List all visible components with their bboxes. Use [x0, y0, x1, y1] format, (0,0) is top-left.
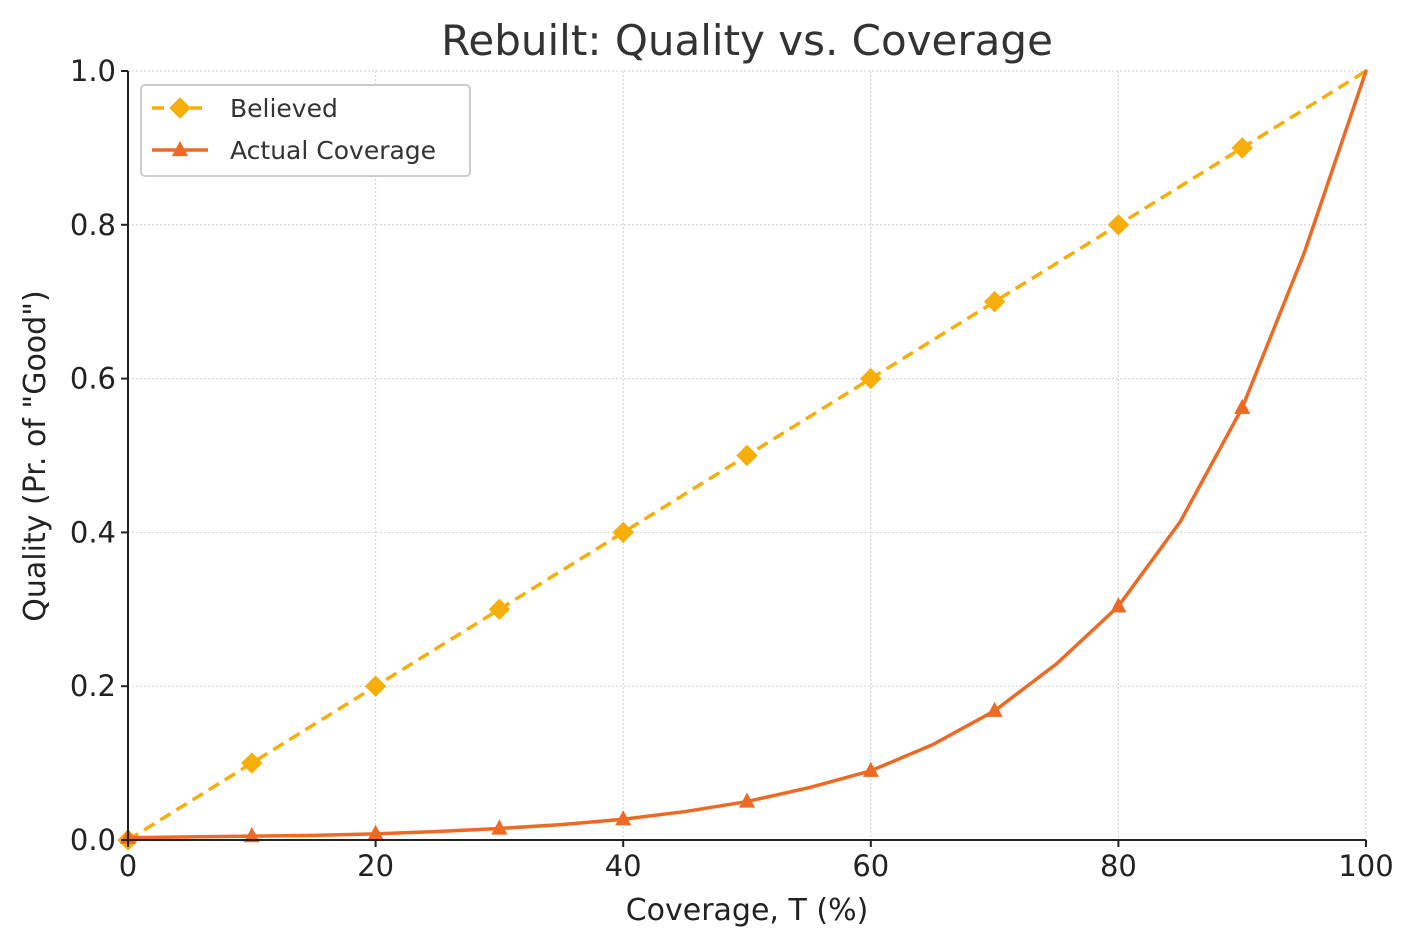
- x-tick-label: 0: [119, 849, 137, 883]
- data-point-believed: [488, 598, 511, 621]
- data-point-actual-coverage: [243, 827, 260, 843]
- data-point-actual-coverage: [491, 819, 508, 835]
- data-point-believed: [983, 290, 1006, 313]
- data-point-actual-coverage: [1110, 597, 1127, 613]
- data-point-believed: [241, 752, 263, 774]
- x-tick-label: 80: [1100, 849, 1137, 883]
- series-actual-coverage: [119, 69, 1368, 844]
- data-point-believed: [860, 367, 882, 390]
- x-axis-label: Coverage, T (%): [626, 893, 869, 928]
- data-point-believed: [612, 521, 634, 544]
- ticks: 0 20 40 60 80 100 0.0 0.2 0.4 0.6 0.8 1.0: [70, 54, 1394, 883]
- legend: Believed Actual Coverage: [140, 84, 471, 177]
- legend-symbol-actual-coverage: [152, 140, 208, 157]
- x-tick-label: 40: [605, 849, 642, 883]
- legend-symbol-believed: [152, 97, 208, 119]
- y-tick-label: 0.6: [70, 362, 116, 396]
- legend-marker: [171, 140, 189, 157]
- series-layer: [117, 69, 1368, 851]
- legend-label-believed: Believed: [230, 94, 338, 123]
- axes: [127, 71, 1366, 841]
- y-tick-label: 0.2: [70, 669, 116, 703]
- y-tick-label: 0.8: [70, 208, 116, 242]
- series-believed: [117, 69, 1367, 851]
- data-point-actual-coverage: [862, 761, 879, 777]
- data-point-actual-coverage: [986, 701, 1003, 717]
- y-tick-label: 0.4: [70, 515, 116, 549]
- x-tick-label: 60: [852, 849, 889, 883]
- data-point-believed: [364, 675, 387, 697]
- x-tick-label: 20: [357, 849, 394, 883]
- data-point-actual-coverage: [1234, 398, 1251, 414]
- y-tick-label: 1.0: [70, 54, 116, 88]
- chart-title: Rebuilt: Quality vs. Coverage: [441, 16, 1053, 65]
- data-point-believed: [1107, 214, 1130, 236]
- x-tick-label: 100: [1338, 849, 1393, 883]
- data-point-believed: [736, 444, 758, 467]
- grid: [128, 70, 1367, 840]
- y-axis-label: Quality (Pr. of "Good"): [18, 290, 53, 621]
- y-tick-label: 0.0: [70, 823, 116, 857]
- legend-label-actual-coverage: Actual Coverage: [230, 136, 436, 165]
- data-point-actual-coverage: [615, 810, 632, 826]
- legend-box: [140, 84, 471, 177]
- data-point-actual-coverage: [738, 792, 756, 808]
- legend-marker: [169, 97, 191, 119]
- data-point-believed: [1231, 137, 1253, 159]
